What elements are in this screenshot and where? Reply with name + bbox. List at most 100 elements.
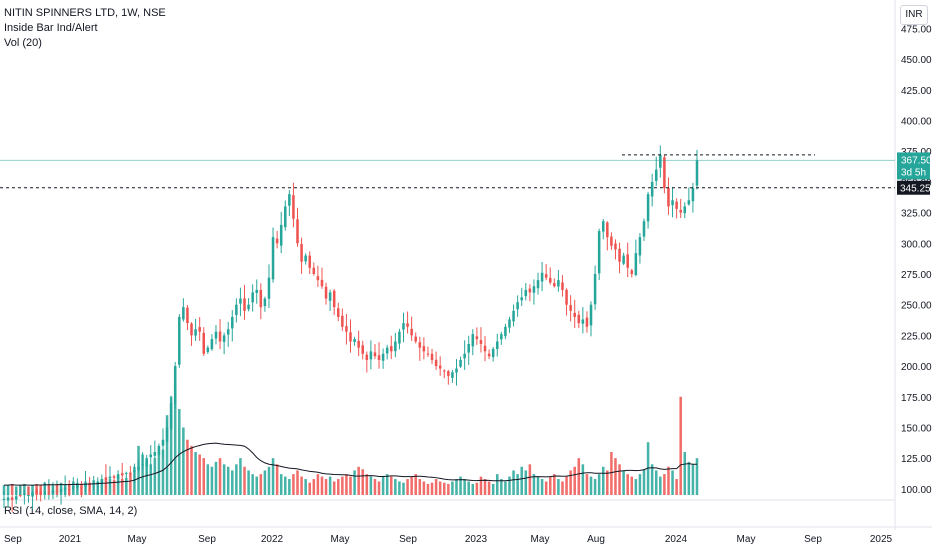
- candle-body: [2, 498, 6, 500]
- candle-body: [695, 160, 699, 186]
- candle-body: [459, 359, 462, 367]
- volume-bar: [96, 481, 100, 495]
- candle-body: [671, 200, 674, 206]
- volume-bar: [422, 481, 426, 495]
- x-tick-label: 2024: [665, 534, 688, 545]
- volume-bar: [532, 474, 536, 495]
- last-price-badge: [897, 152, 930, 180]
- x-tick-label: Sep: [4, 534, 22, 545]
- candle-body: [377, 355, 381, 360]
- volume-bar: [353, 470, 356, 495]
- candle-body: [267, 277, 271, 299]
- candle-body: [434, 359, 438, 367]
- volume-bar: [76, 482, 79, 495]
- candle-body: [222, 335, 226, 342]
- candle-body: [593, 273, 597, 305]
- rsi-label[interactable]: RSI (14, close, SMA, 14, 2): [4, 505, 138, 517]
- volume-bar: [308, 482, 311, 495]
- candle-body: [646, 194, 650, 222]
- volume-bar: [137, 445, 140, 495]
- volume-bar: [377, 481, 381, 495]
- volume-bar: [43, 482, 47, 495]
- volume-bar: [59, 482, 63, 495]
- candle-body: [475, 336, 479, 340]
- volume-bar: [606, 470, 609, 495]
- volume-bar: [585, 474, 589, 495]
- candle-body: [308, 255, 311, 268]
- candle-body: [418, 342, 422, 348]
- candle-body: [524, 289, 528, 297]
- candle-body: [182, 307, 185, 320]
- volume-bar: [589, 476, 593, 495]
- x-tick-label: 2022: [261, 534, 284, 545]
- candle-body: [304, 255, 307, 262]
- x-tick-label: May: [331, 534, 350, 545]
- currency-button[interactable]: INR: [900, 5, 928, 25]
- volume-bar: [553, 474, 556, 495]
- volume-bar: [654, 470, 658, 495]
- candle-body: [585, 317, 589, 327]
- candle-body: [149, 454, 153, 458]
- candle-body: [659, 154, 662, 168]
- x-tick-label: 2025: [870, 534, 893, 545]
- candle-body: [125, 472, 128, 474]
- candle-body: [300, 244, 303, 262]
- volume-bar: [573, 466, 576, 495]
- candle-body: [345, 326, 348, 332]
- volume-label[interactable]: Vol (20): [4, 37, 42, 49]
- volume-bar: [540, 479, 544, 495]
- volume-bar: [610, 452, 613, 495]
- indicator-label[interactable]: Inside Bar Ind/Alert: [4, 22, 98, 34]
- level-badge: [897, 180, 930, 195]
- candle-body: [654, 169, 658, 181]
- volume-bar: [536, 476, 540, 495]
- volume-bar: [398, 481, 401, 495]
- volume-bar: [210, 466, 214, 495]
- candle-body: [630, 270, 634, 274]
- volume-bar: [345, 474, 348, 495]
- volume-bar: [39, 485, 42, 495]
- candle-body: [104, 477, 108, 481]
- candle-body: [430, 353, 434, 360]
- y-tick-label: 300.00: [901, 239, 932, 250]
- candle-body: [479, 340, 483, 344]
- volume-bar: [6, 485, 10, 495]
- candle-body: [263, 298, 267, 307]
- volume-bar: [512, 470, 515, 495]
- candle-body: [487, 353, 491, 357]
- volume-bar: [51, 485, 55, 495]
- volume-bar: [328, 476, 332, 495]
- candle-body: [279, 224, 283, 246]
- volume-bar: [84, 481, 87, 495]
- candle-body: [573, 312, 576, 317]
- candle-body: [471, 334, 475, 347]
- candle-body: [451, 372, 454, 378]
- candle-body: [508, 319, 511, 328]
- volume-bar: [369, 476, 373, 495]
- volume-bar: [47, 483, 51, 495]
- volume-bar: [206, 464, 210, 495]
- volume-bar: [508, 476, 511, 495]
- x-tick-label: May: [737, 534, 756, 545]
- volume-bar: [23, 483, 26, 495]
- volume-bar: [528, 464, 532, 495]
- volume-bar: [414, 474, 417, 495]
- volume-bar: [671, 470, 674, 495]
- volume-bar: [659, 476, 662, 495]
- candle-body: [394, 341, 397, 352]
- volume-bar: [120, 479, 124, 495]
- volume-bar: [495, 474, 499, 495]
- candle-body: [247, 304, 250, 310]
- volume-bar: [271, 458, 275, 495]
- candle-body: [275, 238, 279, 244]
- volume-bar: [243, 466, 246, 495]
- candle-body: [638, 237, 642, 256]
- volume-bar: [500, 479, 503, 495]
- volume-bar: [67, 483, 71, 495]
- volume-bar: [312, 479, 316, 495]
- volume-bar: [304, 479, 307, 495]
- candle-body: [565, 289, 568, 305]
- candle-body: [540, 272, 544, 282]
- candle-body: [239, 298, 242, 304]
